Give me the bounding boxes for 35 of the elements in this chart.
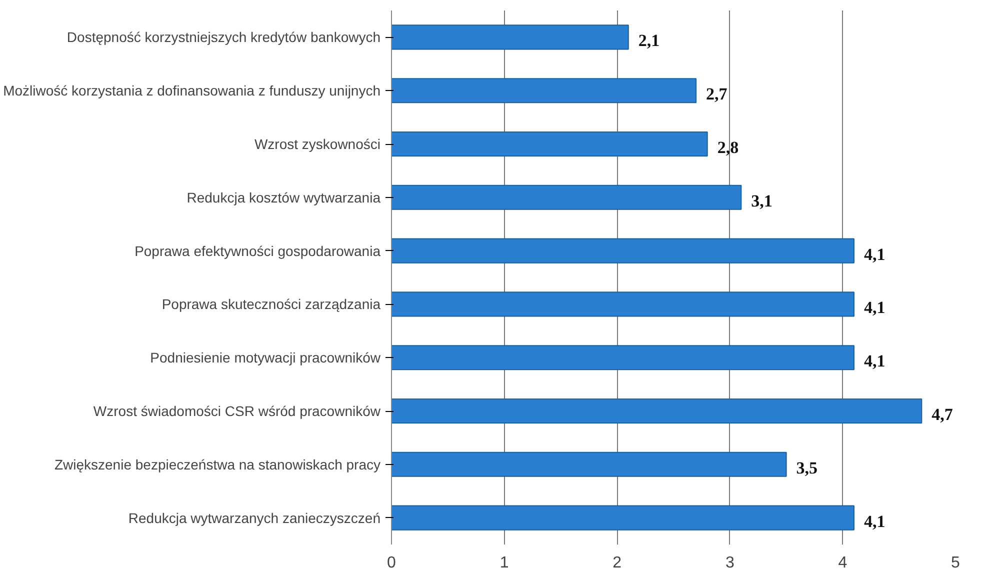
y-tick-label: Poprawa efektywności gospodarowania	[134, 242, 381, 259]
y-tick-label: Redukcja wytwarzanych zanieczyszczeń	[128, 510, 381, 526]
y-tick-label: Wzrost zyskowności	[254, 136, 381, 152]
bar	[392, 398, 922, 424]
bar	[392, 292, 854, 317]
data-label: 4,7	[932, 405, 954, 424]
data-label: 4,1	[864, 512, 886, 531]
y-tick-label: Zwiększenie bezpieczeństwa na stanowiskach pracy	[54, 456, 380, 472]
bar	[392, 78, 697, 104]
x-tick-label: 4	[838, 554, 848, 572]
x-tick-label: 2	[612, 554, 622, 572]
data-label: 4,1	[864, 244, 886, 264]
y-tick-label: Wzrost świadomości CSR wśród pracowników	[93, 403, 382, 419]
bar	[392, 24, 629, 50]
bar	[392, 238, 854, 264]
y-tick-label: Redukcja kosztów wytwarzania	[186, 189, 381, 206]
bar	[392, 184, 742, 210]
data-label: 3,5	[796, 458, 818, 478]
data-label: 3,1	[751, 191, 772, 210]
data-label: 2,1	[638, 31, 660, 50]
y-tick-label: Dostępność korzystniejszych kredytów bankowych	[66, 29, 380, 46]
x-tick-label: 0	[387, 554, 396, 572]
data-label: 4,1	[864, 352, 886, 371]
data-label: 2,7	[706, 84, 728, 104]
data-label: 4,1	[864, 298, 886, 318]
y-tick-label: Podniesienie motywacji pracowników	[150, 350, 382, 366]
x-tick-label: 3	[725, 554, 734, 572]
bar	[392, 452, 787, 477]
bar	[392, 345, 854, 370]
bar	[392, 505, 854, 530]
y-tick-label: Poprawa skuteczności zarządzania	[162, 296, 381, 312]
x-tick-label: 1	[500, 554, 509, 572]
bar	[392, 131, 708, 157]
y-tick-label: Możliwość korzystania z dofinansowania z funduszy unijnych	[3, 82, 380, 99]
x-tick-label: 5	[951, 554, 960, 572]
